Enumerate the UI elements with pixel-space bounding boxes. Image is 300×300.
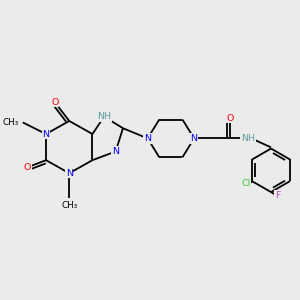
Text: CH₃: CH₃ xyxy=(61,201,77,210)
Text: F: F xyxy=(275,190,280,200)
Text: O: O xyxy=(23,163,31,172)
Text: CH₃: CH₃ xyxy=(2,118,18,127)
Text: N: N xyxy=(144,134,151,143)
Text: O: O xyxy=(51,98,59,106)
Text: NH: NH xyxy=(97,112,111,121)
Text: NH: NH xyxy=(241,134,255,143)
Text: N: N xyxy=(43,130,50,139)
Text: O: O xyxy=(227,114,234,123)
Text: N: N xyxy=(190,134,198,143)
Text: N: N xyxy=(66,169,73,178)
Text: Cl: Cl xyxy=(241,179,250,188)
Text: N: N xyxy=(112,147,119,156)
